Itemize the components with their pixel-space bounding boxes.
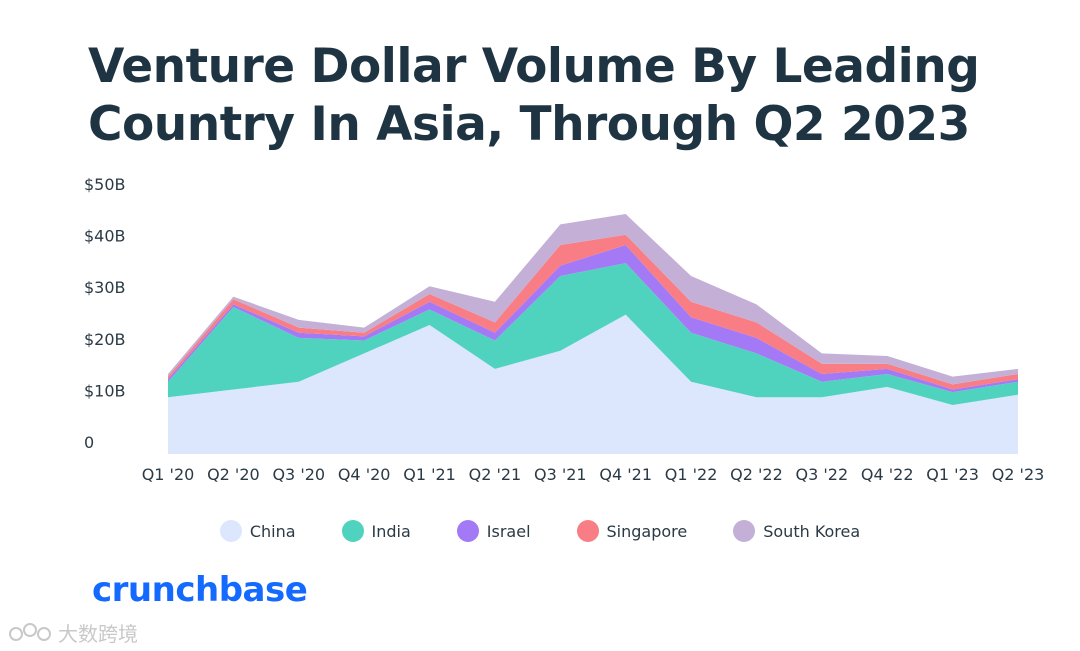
chart-area: 0 $10B $20B $30B $40B $50B Q1 '20 Q2 '20 Q3 '20… xyxy=(84,175,1045,484)
area-series-south-korea xyxy=(168,214,1018,385)
y-tick-label: $50B xyxy=(84,175,126,194)
legend-swatch xyxy=(456,520,479,542)
legend-swatch xyxy=(733,520,756,542)
y-axis-labels: 0 $10B $20B $30B $40B $50B xyxy=(84,175,126,452)
legend-item-singapore: Singapore xyxy=(576,520,688,542)
y-tick-label: $10B xyxy=(84,381,126,400)
x-tick-label: Q2 '20 xyxy=(207,465,260,484)
x-tick-label: Q4 '21 xyxy=(599,465,652,484)
chart-title: Venture Dollar Volume By Leading Country… xyxy=(88,39,980,152)
legend-swatch xyxy=(576,520,599,542)
legend-item-south-korea: South Korea xyxy=(733,520,860,542)
y-tick-label: 0 xyxy=(84,433,94,452)
y-tick-label: $20B xyxy=(84,330,126,349)
legend-label: India xyxy=(371,521,411,541)
stacked-areas xyxy=(168,214,1018,454)
y-tick-label: $30B xyxy=(84,278,126,297)
x-tick-label: Q4 '22 xyxy=(861,465,914,484)
x-tick-label: Q3 '20 xyxy=(272,465,325,484)
legend-swatch xyxy=(341,520,364,542)
x-tick-label: Q4 '20 xyxy=(338,465,391,484)
legend-item-india: India xyxy=(341,520,411,542)
x-tick-label: Q3 '22 xyxy=(796,465,849,484)
chart-legend: China India Israel Singapore South Korea xyxy=(0,520,1080,542)
x-tick-label: Q2 '23 xyxy=(992,465,1045,484)
x-tick-label: Q2 '22 xyxy=(730,465,783,484)
crunchbase-logo: crunchbase xyxy=(92,570,308,610)
watermark-logo-icon xyxy=(9,622,51,641)
legend-label: China xyxy=(249,521,296,541)
legend-item-israel: Israel xyxy=(456,520,531,542)
watermark-text: 大数跨境 xyxy=(58,622,138,646)
legend-label: Israel xyxy=(486,521,531,541)
x-tick-label: Q2 '21 xyxy=(469,465,522,484)
x-tick-label: Q3 '21 xyxy=(534,465,587,484)
legend-swatch xyxy=(219,520,242,542)
area-series-china xyxy=(168,314,1018,454)
x-tick-label: Q1 '22 xyxy=(665,465,718,484)
legend-item-china: China xyxy=(219,520,296,542)
x-axis-labels: Q1 '20 Q2 '20 Q3 '20 Q4 '20 Q1 '21 Q2 '21 Q3 '… xyxy=(142,465,1045,484)
y-tick-label: $40B xyxy=(84,227,126,246)
x-tick-label: Q1 '21 xyxy=(403,465,456,484)
legend-label: Singapore xyxy=(606,521,688,541)
x-tick-label: Q1 '23 xyxy=(926,465,979,484)
x-tick-label: Q1 '20 xyxy=(142,465,195,484)
watermark: 大数跨境 xyxy=(8,618,138,647)
area-series-india xyxy=(168,263,1018,405)
legend-label: South Korea xyxy=(763,521,861,541)
